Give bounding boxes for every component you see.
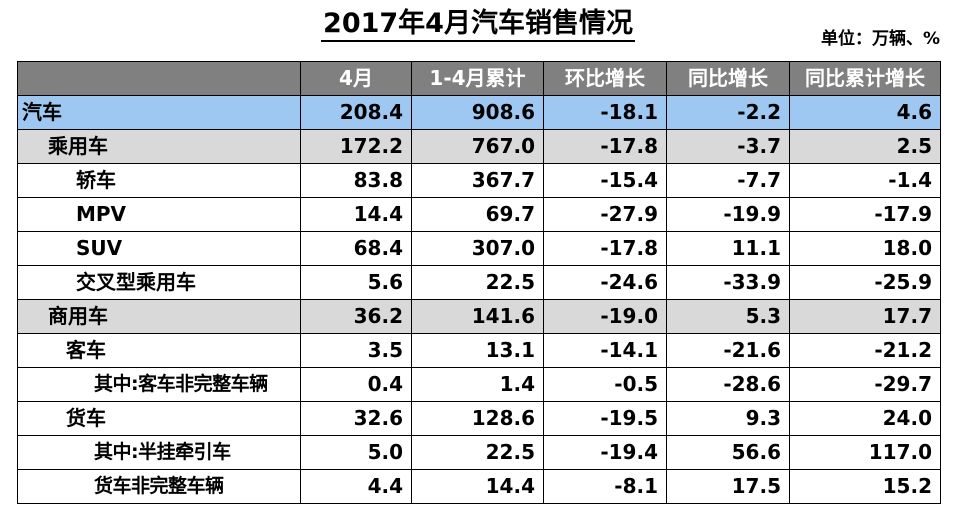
table-row: 其中:半挂牵引车 5.0 22.5 -19.4 56.6 117.0 [17, 435, 941, 470]
table-cell: -15.4 [543, 163, 667, 198]
table-cell: -7.7 [666, 163, 790, 198]
table-cell: -8.1 [543, 469, 667, 504]
table-cell: -3.7 [666, 129, 790, 164]
table-cell: 908.6 [411, 95, 544, 130]
header-cell: 同比增长 [666, 61, 790, 96]
table-cell: 367.7 [411, 163, 544, 198]
row-label: 轿车 [17, 163, 301, 198]
table-cell: 22.5 [411, 435, 544, 470]
row-label: MPV [17, 197, 301, 232]
table-cell: -19.4 [543, 435, 667, 470]
table-cell: -17.9 [789, 197, 941, 232]
table-cell: -19.5 [543, 401, 667, 436]
table-cell: 11.1 [666, 231, 790, 266]
table-cell: -0.5 [543, 367, 667, 402]
table-cell: 172.2 [300, 129, 412, 164]
table-cell: 17.5 [666, 469, 790, 504]
table-row: 交叉型乘用车 5.6 22.5 -24.6 -33.9 -25.9 [17, 265, 941, 300]
header-cell: 4月 [300, 61, 412, 96]
table-row: 货车 32.6 128.6 -19.5 9.3 24.0 [17, 401, 941, 436]
row-label: 汽车 [17, 95, 301, 130]
row-label: SUV [17, 231, 301, 266]
table-cell: 2.5 [789, 129, 941, 164]
table-row: 商用车 36.2 141.6 -19.0 5.3 17.7 [17, 299, 941, 334]
header-cell: 同比累计增长 [789, 61, 941, 96]
row-label: 客车 [17, 333, 301, 368]
table-cell: 5.0 [300, 435, 412, 470]
table-cell: 117.0 [789, 435, 941, 470]
table-cell: -17.8 [543, 231, 667, 266]
table-row: SUV 68.4 307.0 -17.8 11.1 18.0 [17, 231, 941, 266]
table-cell: -33.9 [666, 265, 790, 300]
table-cell: 18.0 [789, 231, 941, 266]
table-cell: 68.4 [300, 231, 412, 266]
table-cell: 24.0 [789, 401, 941, 436]
row-label: 其中:客车非完整车辆 [17, 367, 301, 402]
table-cell: 69.7 [411, 197, 544, 232]
table-cell: 141.6 [411, 299, 544, 334]
header-cell: 环比增长 [543, 61, 667, 96]
table-row: 客车 3.5 13.1 -14.1 -21.6 -21.2 [17, 333, 941, 368]
table-cell: -19.9 [666, 197, 790, 232]
table-row: MPV 14.4 69.7 -27.9 -19.9 -17.9 [17, 197, 941, 232]
table-cell: 36.2 [300, 299, 412, 334]
table-cell: 0.4 [300, 367, 412, 402]
row-label: 乘用车 [17, 129, 301, 164]
table-cell: -24.6 [543, 265, 667, 300]
table-cell: 83.8 [300, 163, 412, 198]
row-label: 交叉型乘用车 [17, 265, 301, 300]
table-row: 货车非完整车辆 4.4 14.4 -8.1 17.5 15.2 [17, 469, 941, 504]
table-cell: -27.9 [543, 197, 667, 232]
header-cell: 1-4月累计 [411, 61, 544, 96]
table-cell: 3.5 [300, 333, 412, 368]
table-cell: 22.5 [411, 265, 544, 300]
table-cell: 128.6 [411, 401, 544, 436]
table-header-row: 4月 1-4月累计 环比增长 同比增长 同比累计增长 [17, 61, 941, 96]
table-cell: -17.8 [543, 129, 667, 164]
table-cell: -18.1 [543, 95, 667, 130]
table-cell: 56.6 [666, 435, 790, 470]
table-row: 轿车 83.8 367.7 -15.4 -7.7 -1.4 [17, 163, 941, 198]
row-label: 商用车 [17, 299, 301, 334]
table-cell: 1.4 [411, 367, 544, 402]
page-title: 2017年4月汽车销售情况 [0, 6, 956, 42]
table-cell: 32.6 [300, 401, 412, 436]
table-cell: 17.7 [789, 299, 941, 334]
table-cell: 208.4 [300, 95, 412, 130]
table-cell: -25.9 [789, 265, 941, 300]
table-cell: 5.6 [300, 265, 412, 300]
row-label: 其中:半挂牵引车 [17, 435, 301, 470]
unit-label: 单位：万辆、% [820, 29, 940, 49]
table-cell: 13.1 [411, 333, 544, 368]
table-cell: 9.3 [666, 401, 790, 436]
table-cell: 14.4 [300, 197, 412, 232]
table-cell: -21.6 [666, 333, 790, 368]
row-label: 货车非完整车辆 [17, 469, 301, 504]
table-row: 汽车 208.4 908.6 -18.1 -2.2 4.6 [17, 95, 941, 130]
table-cell: -19.0 [543, 299, 667, 334]
table-cell: -29.7 [789, 367, 941, 402]
table-row: 乘用车 172.2 767.0 -17.8 -3.7 2.5 [17, 129, 941, 164]
table-cell: 4.6 [789, 95, 941, 130]
table-cell: 4.4 [300, 469, 412, 504]
table-cell: -21.2 [789, 333, 941, 368]
table-cell: -28.6 [666, 367, 790, 402]
table-cell: -14.1 [543, 333, 667, 368]
header-cell [17, 61, 301, 96]
row-label: 货车 [17, 401, 301, 436]
table-cell: -1.4 [789, 163, 941, 198]
table-cell: 5.3 [666, 299, 790, 334]
table-row: 其中:客车非完整车辆 0.4 1.4 -0.5 -28.6 -29.7 [17, 367, 941, 402]
table-cell: 767.0 [411, 129, 544, 164]
table-cell: 15.2 [789, 469, 941, 504]
sales-table: 4月 1-4月累计 环比增长 同比增长 同比累计增长 汽车 208.4 908.… [17, 61, 941, 504]
table-cell: -2.2 [666, 95, 790, 130]
table-cell: 307.0 [411, 231, 544, 266]
table-cell: 14.4 [411, 469, 544, 504]
